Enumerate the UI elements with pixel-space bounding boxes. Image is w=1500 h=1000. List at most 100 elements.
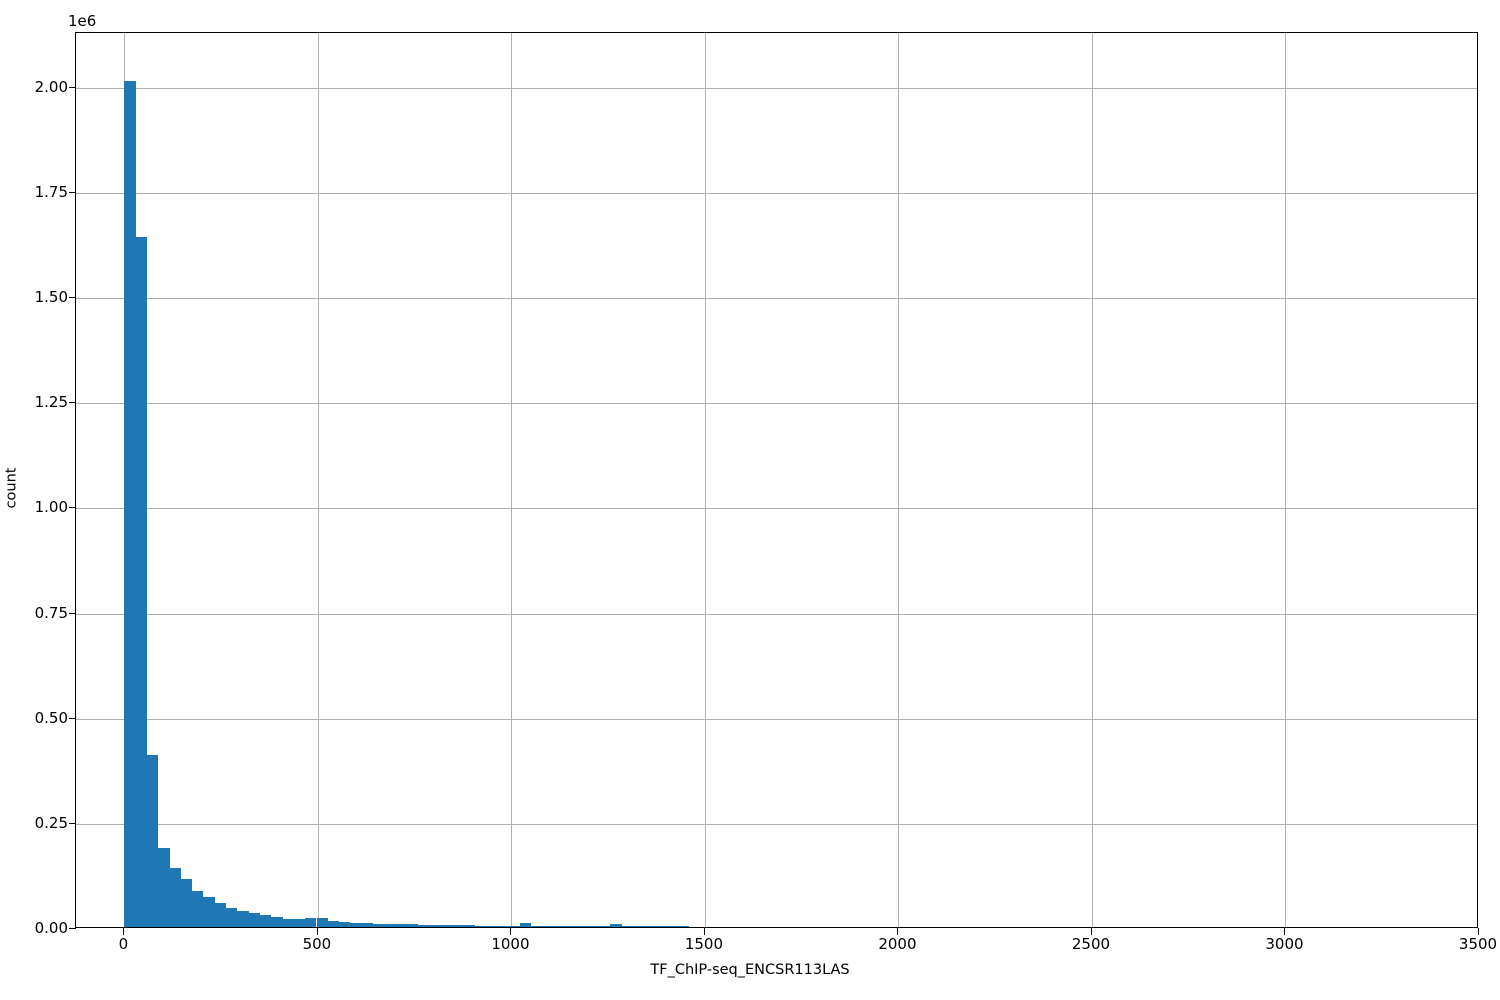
histogram-bar (621, 925, 633, 927)
horizontal-gridline (76, 298, 1477, 299)
histogram-bar (135, 237, 147, 927)
x-tick-label: 2000 (878, 935, 917, 953)
histogram-bar (655, 925, 667, 927)
histogram-bar (531, 925, 543, 927)
histogram-bar (158, 847, 170, 927)
histogram-bar (384, 924, 396, 927)
vertical-gridline (898, 33, 900, 927)
x-tick-label: 0 (118, 935, 129, 953)
x-tick-label: 1500 (684, 935, 724, 953)
histogram-bar (632, 925, 645, 927)
histogram-bar (226, 907, 238, 927)
x-tick-mark (316, 928, 318, 935)
x-tick-mark (703, 928, 705, 935)
y-tick-mark (69, 402, 76, 404)
histogram-bar (271, 916, 283, 927)
histogram-bar (169, 868, 181, 927)
x-tick-label: 3500 (1458, 935, 1498, 953)
x-tick-mark (1284, 928, 1286, 935)
y-tick-label: 0.00 (34, 919, 68, 937)
histogram-bar (463, 925, 475, 927)
histogram-bar (553, 925, 566, 927)
y-tick-label: 0.75 (34, 603, 68, 622)
histogram-bar (406, 924, 419, 927)
histogram-bar (497, 925, 509, 927)
y-axis-offset-text: 1e6 (68, 12, 97, 30)
horizontal-gridline (76, 192, 1477, 194)
histogram-bar (282, 918, 294, 927)
y-tick-label: 1.50 (34, 288, 68, 306)
x-tick-mark (1090, 928, 1092, 935)
horizontal-gridline (76, 403, 1477, 405)
histogram-bar (146, 755, 159, 927)
vertical-gridline (511, 33, 513, 927)
histogram-bar (237, 910, 249, 927)
x-tick-label: 2500 (1071, 935, 1111, 953)
histogram-bar (666, 925, 679, 927)
histogram-bar (259, 915, 272, 927)
histogram-bar (429, 924, 441, 927)
horizontal-gridline (76, 823, 1477, 825)
histogram-bar (565, 925, 577, 927)
histogram-bar (418, 924, 430, 927)
histogram-bar (248, 913, 260, 927)
y-tick-label: 1.00 (34, 498, 68, 517)
histogram-bar (214, 903, 227, 927)
x-tick-label: 500 (302, 935, 332, 953)
y-tick-mark (69, 717, 76, 719)
histogram-bar (293, 919, 306, 927)
histogram-bar (316, 918, 328, 927)
y-tick-mark (69, 86, 76, 88)
horizontal-gridline (76, 718, 1477, 720)
histogram-bar (678, 925, 690, 927)
y-tick-label: 2.00 (34, 77, 68, 96)
y-tick-mark (69, 612, 76, 614)
y-tick-label: 0.25 (34, 813, 68, 832)
histogram-bar (305, 917, 317, 927)
histogram-bar (599, 925, 611, 927)
histogram-bar (542, 925, 554, 927)
histogram-bar (180, 878, 193, 927)
plot-area (75, 32, 1478, 928)
y-tick-label: 0.50 (34, 708, 68, 727)
y-tick-mark (69, 191, 76, 193)
histogram-bar (124, 81, 136, 927)
histogram-bar (610, 924, 622, 927)
horizontal-gridline (76, 508, 1477, 510)
y-tick-mark (69, 822, 76, 824)
histogram-bar (440, 925, 453, 927)
x-tick-mark (510, 928, 512, 935)
horizontal-gridline (76, 613, 1477, 615)
histogram-bar (452, 925, 464, 927)
histogram-bar (327, 921, 340, 927)
histogram-bar (508, 925, 520, 927)
horizontal-gridline (76, 87, 1477, 89)
x-tick-mark (897, 928, 899, 935)
histogram-bar (203, 896, 215, 927)
histogram-bar (587, 925, 600, 927)
histogram-bar (644, 925, 656, 927)
x-tick-mark (1478, 928, 1479, 935)
y-tick-label: 1.25 (34, 393, 68, 412)
histogram-bar (486, 925, 498, 927)
histogram-bar (519, 923, 532, 927)
y-tick-label: 1.75 (34, 182, 68, 201)
x-axis-label: TF_ChIP-seq_ENCSR113LAS (650, 962, 850, 978)
vertical-gridline (1285, 33, 1287, 927)
vertical-gridline (1091, 33, 1093, 927)
x-tick-label: 3000 (1265, 935, 1304, 953)
y-tick-mark (69, 928, 76, 929)
histogram-bar (576, 925, 588, 927)
histogram-bar (339, 921, 351, 927)
vertical-gridline (704, 33, 706, 927)
histogram-bar (361, 923, 373, 927)
vertical-gridline (317, 33, 319, 927)
histogram-bar (373, 923, 385, 927)
y-tick-mark (69, 507, 76, 509)
histogram-bar (350, 922, 362, 927)
histogram-bar (395, 924, 407, 927)
x-tick-label: 1000 (491, 935, 530, 953)
histogram-bar (474, 925, 487, 927)
y-axis-label: count (3, 467, 20, 509)
